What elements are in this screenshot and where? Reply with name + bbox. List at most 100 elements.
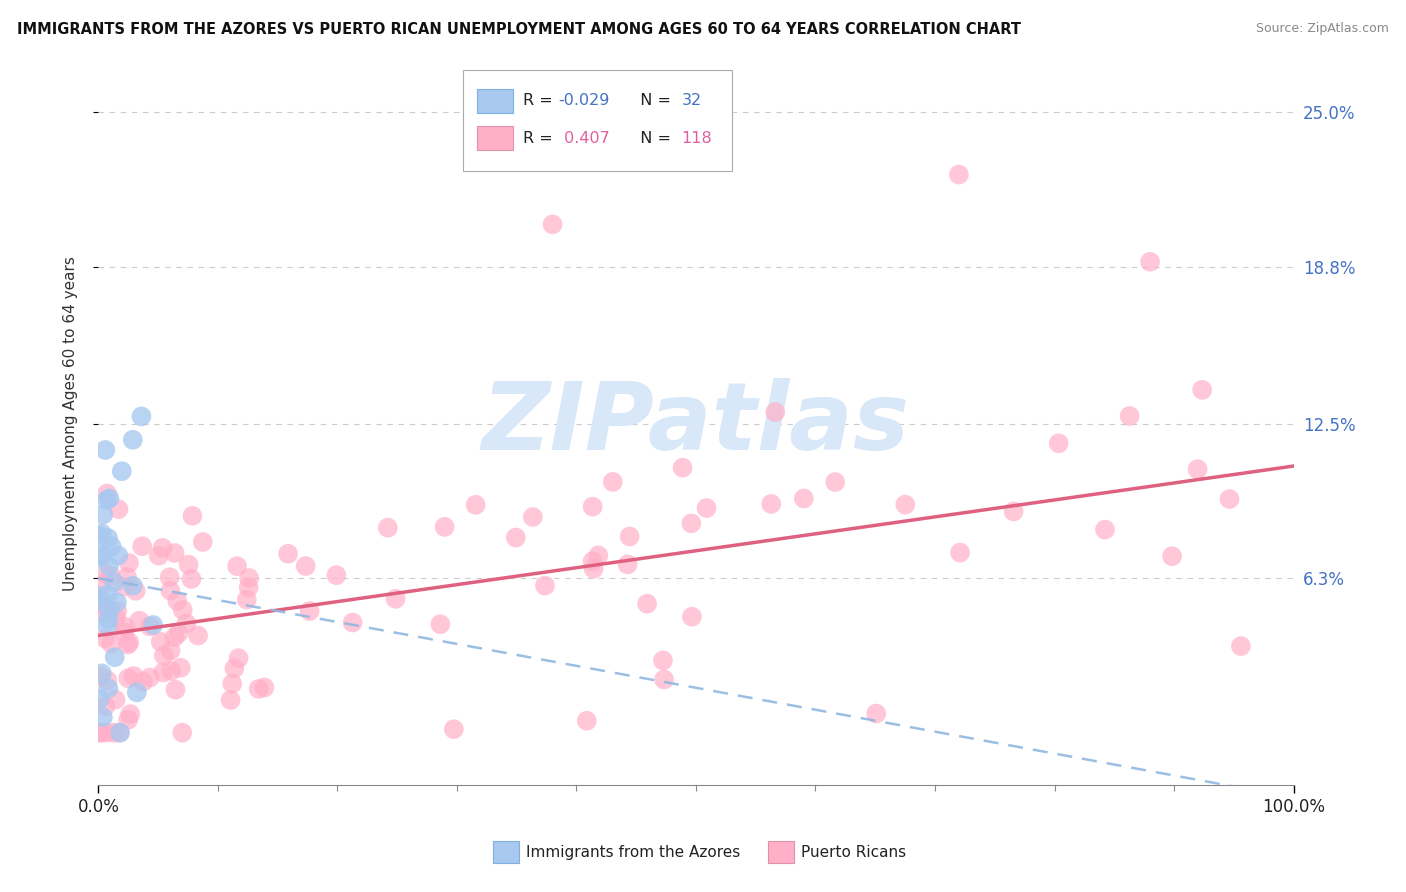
- Point: [96, 673, 118, 688]
- Point: [89, 692, 111, 706]
- Point: [159, 643, 181, 657]
- Point: [139, 619, 162, 633]
- Point: [588, 549, 610, 563]
- Point: [277, 547, 299, 561]
- Text: N =: N =: [630, 131, 676, 145]
- Point: [98, 603, 121, 617]
- Point: [616, 558, 638, 572]
- Point: [114, 625, 136, 640]
- Point: [433, 520, 456, 534]
- Point: [636, 597, 658, 611]
- Point: [696, 501, 718, 516]
- Point: [159, 570, 181, 584]
- Point: [226, 559, 249, 574]
- Point: [160, 664, 183, 678]
- Point: [108, 725, 131, 739]
- Y-axis label: Unemployment Among Ages 60 to 64 years: Unemployment Among Ages 60 to 64 years: [63, 256, 77, 591]
- Point: [100, 636, 122, 650]
- Point: [948, 168, 970, 182]
- Point: [103, 725, 125, 739]
- Point: [247, 681, 270, 696]
- Point: [167, 626, 190, 640]
- Point: [1218, 492, 1240, 507]
- Point: [619, 529, 641, 543]
- Point: [824, 475, 846, 489]
- Point: [94, 632, 117, 646]
- Point: [122, 579, 145, 593]
- Point: [170, 661, 193, 675]
- Text: N =: N =: [630, 94, 676, 108]
- Point: [575, 714, 598, 728]
- Point: [429, 617, 451, 632]
- Point: [1230, 639, 1253, 653]
- Point: [94, 600, 117, 615]
- Point: [505, 531, 527, 545]
- Point: [652, 673, 675, 687]
- Point: [97, 612, 120, 626]
- Point: [107, 502, 129, 516]
- Point: [1191, 383, 1213, 397]
- Point: [602, 475, 624, 489]
- Point: [221, 676, 243, 690]
- Point: [581, 554, 603, 568]
- Text: 118: 118: [682, 131, 713, 145]
- Point: [105, 604, 128, 618]
- Point: [894, 498, 917, 512]
- Point: [1002, 504, 1025, 518]
- Point: [342, 615, 364, 630]
- Text: IMMIGRANTS FROM THE AZORES VS PUERTO RICAN UNEMPLOYMENT AMONG AGES 60 TO 64 YEAR: IMMIGRANTS FROM THE AZORES VS PUERTO RIC…: [17, 22, 1021, 37]
- Point: [89, 594, 111, 608]
- Point: [191, 535, 214, 549]
- Point: [464, 498, 486, 512]
- Text: R =: R =: [523, 131, 558, 145]
- Point: [238, 581, 260, 595]
- Point: [89, 549, 111, 564]
- Point: [111, 464, 134, 478]
- Point: [91, 710, 114, 724]
- Point: [681, 609, 703, 624]
- Point: [763, 405, 786, 419]
- Bar: [768, 841, 794, 863]
- Point: [91, 548, 114, 562]
- Point: [96, 588, 118, 602]
- Point: [108, 725, 131, 739]
- Point: [100, 568, 122, 582]
- Point: [681, 516, 703, 531]
- Point: [541, 218, 564, 232]
- Point: [91, 508, 114, 522]
- Point: [105, 595, 128, 609]
- Point: [131, 409, 153, 424]
- Point: [94, 442, 117, 457]
- Point: [89, 725, 111, 739]
- Point: [107, 549, 129, 563]
- Point: [1161, 549, 1184, 564]
- Bar: [494, 841, 519, 863]
- Point: [1094, 523, 1116, 537]
- Point: [224, 661, 246, 675]
- Point: [180, 572, 202, 586]
- Point: [125, 685, 148, 699]
- Text: 32: 32: [682, 94, 702, 108]
- Point: [94, 566, 117, 581]
- Text: Immigrants from the Azores: Immigrants from the Azores: [526, 845, 741, 860]
- Text: Puerto Ricans: Puerto Ricans: [801, 845, 907, 860]
- Point: [132, 674, 155, 689]
- Point: [142, 618, 165, 632]
- Point: [112, 580, 135, 594]
- Point: [181, 508, 204, 523]
- Point: [131, 539, 153, 553]
- Point: [1187, 462, 1209, 476]
- Point: [761, 497, 783, 511]
- Point: [96, 486, 118, 500]
- Point: [97, 531, 120, 545]
- Point: [94, 725, 117, 739]
- Point: [89, 605, 111, 619]
- Point: [152, 665, 174, 680]
- Point: [652, 653, 675, 667]
- Point: [384, 591, 406, 606]
- Point: [98, 491, 121, 506]
- Point: [187, 629, 209, 643]
- Point: [172, 725, 194, 739]
- Point: [298, 604, 321, 618]
- Point: [228, 651, 250, 665]
